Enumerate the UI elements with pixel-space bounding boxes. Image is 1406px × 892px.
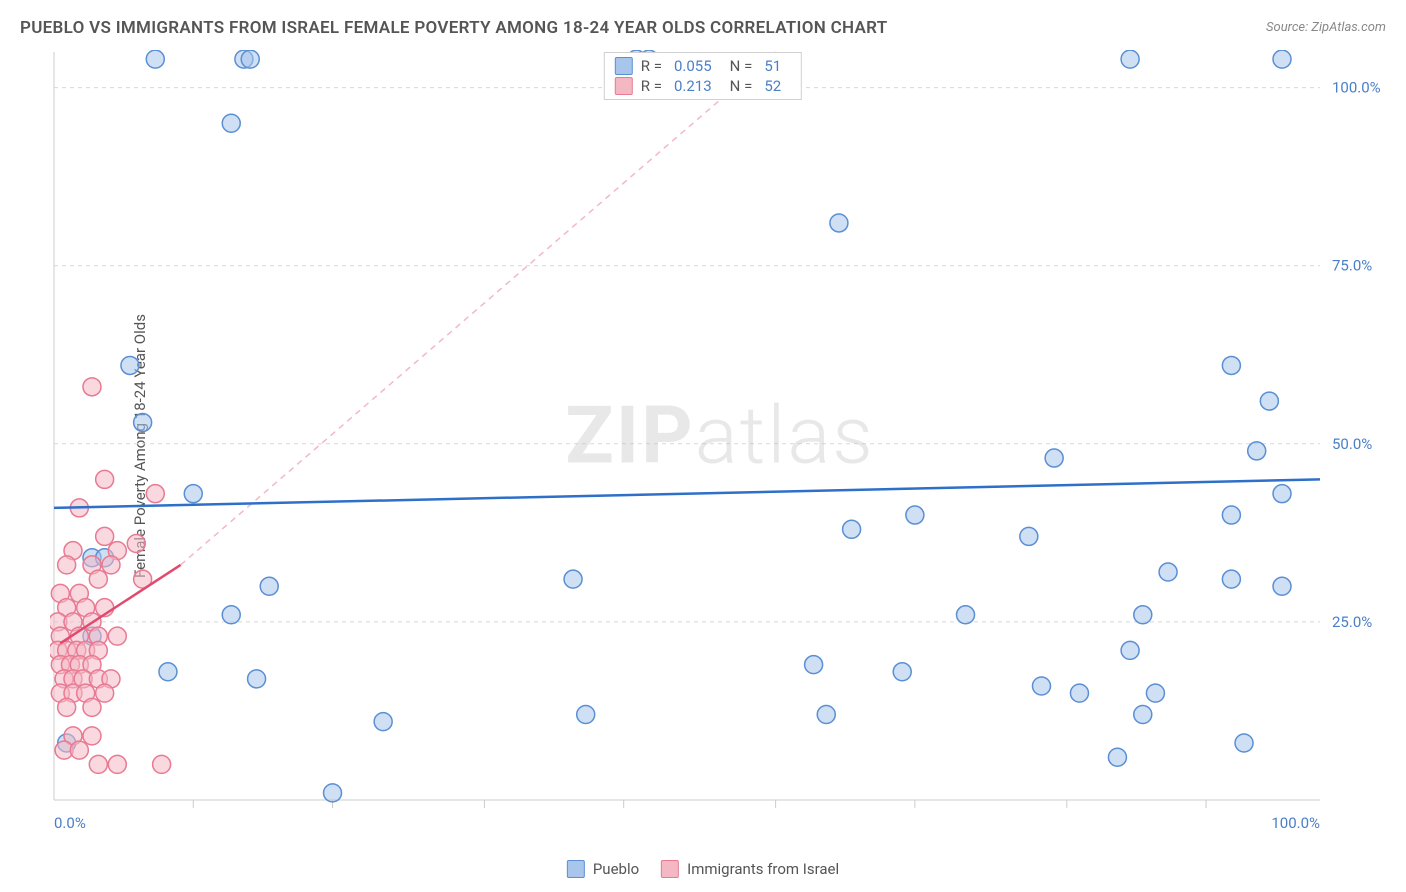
legend-item-israel: Immigrants from Israel bbox=[661, 860, 839, 878]
legend-swatch-israel bbox=[661, 860, 679, 878]
legend-series: Pueblo Immigrants from Israel bbox=[567, 860, 839, 878]
legend-label-israel: Immigrants from Israel bbox=[687, 860, 839, 878]
svg-text:0.0%: 0.0% bbox=[54, 814, 86, 832]
legend-swatch-pueblo bbox=[567, 860, 585, 878]
legend-swatch-israel bbox=[615, 77, 633, 95]
svg-text:100.0%: 100.0% bbox=[1332, 79, 1381, 97]
legend-stats-row-pueblo: R = 0.055 N = 51 bbox=[615, 57, 791, 75]
legend-label-pueblo: Pueblo bbox=[593, 860, 639, 878]
plot-area: ZIPatlas 25.0%50.0%75.0%100.0%0.0%100.0% bbox=[50, 50, 1390, 840]
legend-item-pueblo: Pueblo bbox=[567, 860, 639, 878]
n-value-pueblo: 51 bbox=[764, 57, 781, 75]
r-label: R = bbox=[641, 57, 662, 75]
chart-title: PUEBLO VS IMMIGRANTS FROM ISRAEL FEMALE … bbox=[20, 18, 888, 38]
chart-container: PUEBLO VS IMMIGRANTS FROM ISRAEL FEMALE … bbox=[0, 0, 1406, 892]
scatter-chart-svg: 25.0% 50.0% 75.0% 100.0% 0.0% 100.0% bbox=[50, 50, 1390, 840]
legend-swatch-pueblo bbox=[615, 57, 633, 75]
r-label: R = bbox=[641, 77, 662, 95]
legend-stats-row-israel: R = 0.213 N = 52 bbox=[615, 77, 791, 95]
svg-text:75.0%: 75.0% bbox=[1332, 257, 1372, 275]
legend-stats: R = 0.055 N = 51 R = 0.213 N = 52 bbox=[604, 52, 802, 100]
r-value-pueblo: 0.055 bbox=[674, 57, 712, 75]
source-attribution: Source: ZipAtlas.com bbox=[1266, 20, 1386, 35]
r-value-israel: 0.213 bbox=[674, 77, 712, 95]
n-label: N = bbox=[730, 77, 753, 95]
svg-text:100.0%: 100.0% bbox=[1271, 814, 1320, 832]
n-label: N = bbox=[730, 57, 753, 75]
svg-text:25.0%: 25.0% bbox=[1332, 613, 1372, 631]
n-value-israel: 52 bbox=[764, 77, 781, 95]
svg-text:50.0%: 50.0% bbox=[1332, 435, 1372, 453]
